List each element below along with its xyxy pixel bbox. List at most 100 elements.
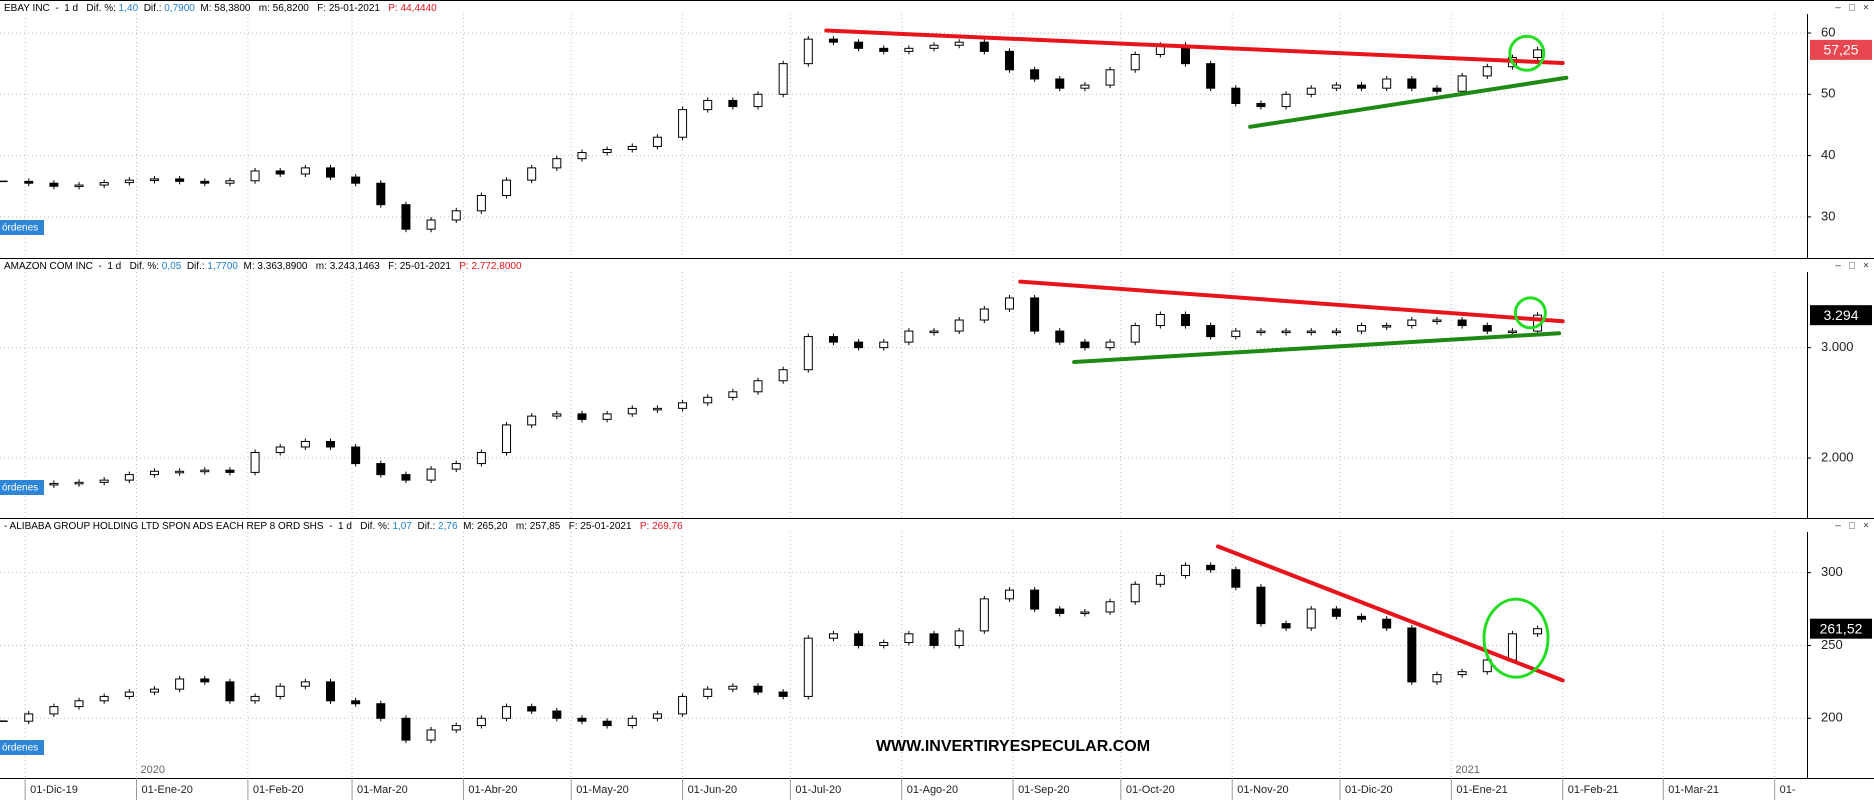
x-tick-label: 01-Jun-20 bbox=[688, 784, 738, 796]
candle bbox=[426, 219, 436, 230]
window-button[interactable]: × bbox=[1863, 521, 1869, 532]
candle bbox=[326, 167, 336, 178]
candle bbox=[552, 710, 562, 719]
candle bbox=[149, 688, 159, 693]
header-segment: P: 2.772,8000 bbox=[459, 261, 522, 272]
header-segment: 0,05 bbox=[162, 261, 182, 272]
candle bbox=[527, 415, 537, 426]
candle bbox=[678, 402, 688, 409]
candle bbox=[678, 109, 688, 138]
candle bbox=[703, 99, 713, 111]
header-segment: AMAZON COM INC - 1 d Dif. %: bbox=[4, 261, 162, 272]
candle bbox=[1507, 633, 1517, 661]
candle bbox=[1130, 325, 1140, 343]
candle bbox=[225, 180, 235, 184]
window-button[interactable]: □ bbox=[1849, 261, 1855, 272]
candle bbox=[351, 446, 361, 465]
header-segment: - ALIBABA GROUP HOLDING LTD SPON ADS EAC… bbox=[4, 521, 392, 532]
candle bbox=[275, 685, 285, 697]
x-tick-label: 01-Dic-20 bbox=[1345, 784, 1393, 796]
candle bbox=[602, 720, 612, 727]
candle bbox=[275, 170, 285, 175]
candle bbox=[124, 474, 134, 481]
panel-header-text: EBAY INC - 1 d Dif. %: 1,40 Dif.: 0,7900… bbox=[4, 3, 437, 14]
candle bbox=[476, 194, 486, 212]
year-label: 2021 bbox=[1455, 764, 1479, 776]
y-tick-label: 250 bbox=[1821, 637, 1843, 652]
candle bbox=[1533, 628, 1543, 635]
candle bbox=[1055, 608, 1065, 614]
candle bbox=[99, 479, 109, 483]
trend-line bbox=[1018, 279, 1565, 324]
candle bbox=[627, 145, 637, 150]
window-button[interactable]: □ bbox=[1849, 521, 1855, 532]
candle bbox=[728, 99, 738, 108]
trend-line bbox=[1248, 75, 1569, 129]
x-tick-label: 01-Ene-20 bbox=[142, 784, 193, 796]
candle bbox=[1231, 330, 1241, 338]
candle bbox=[1432, 674, 1442, 683]
candle bbox=[99, 695, 109, 702]
window-button[interactable]: × bbox=[1863, 3, 1869, 14]
candle bbox=[879, 642, 889, 646]
candle bbox=[426, 468, 436, 481]
candle bbox=[828, 336, 838, 343]
candle bbox=[250, 695, 260, 702]
candle bbox=[175, 470, 185, 474]
candle bbox=[1105, 69, 1115, 86]
candle bbox=[1306, 330, 1316, 334]
candle bbox=[1055, 330, 1065, 343]
window-button[interactable]: × bbox=[1863, 261, 1869, 272]
candle bbox=[351, 700, 361, 705]
candle bbox=[275, 446, 285, 454]
header-segment: 2,76 bbox=[438, 521, 458, 532]
candle bbox=[803, 38, 813, 65]
x-tick-label: 01-Dic-19 bbox=[30, 784, 78, 796]
candle bbox=[1231, 569, 1241, 588]
candle bbox=[854, 341, 864, 349]
candle bbox=[99, 182, 109, 186]
last-price-box bbox=[1810, 305, 1872, 326]
candle bbox=[502, 179, 512, 196]
candle bbox=[728, 685, 738, 690]
candle bbox=[175, 678, 185, 690]
window-button[interactable]: – bbox=[1835, 3, 1841, 14]
y-tick-label: 60 bbox=[1821, 24, 1835, 39]
candle bbox=[149, 470, 159, 476]
window-button[interactable]: – bbox=[1835, 521, 1841, 532]
last-price-label: 3.294 bbox=[1823, 307, 1858, 323]
x-tick-label: 01-Feb-20 bbox=[253, 784, 304, 796]
candle bbox=[879, 47, 889, 52]
last-price-box bbox=[1810, 39, 1872, 60]
candle bbox=[476, 717, 486, 727]
panel-header-text: - ALIBABA GROUP HOLDING LTD SPON ADS EAC… bbox=[4, 521, 683, 532]
candle bbox=[1507, 330, 1517, 334]
header-segment: M: 3.363,8900 m: 3.243,1463 F: 25-01-202… bbox=[238, 261, 459, 272]
candle bbox=[24, 713, 34, 722]
candle bbox=[954, 41, 964, 46]
candle bbox=[1306, 608, 1316, 629]
candle bbox=[225, 469, 235, 473]
candle bbox=[1256, 586, 1266, 625]
candle bbox=[1105, 341, 1115, 349]
highlight-circle bbox=[1482, 597, 1550, 679]
candle bbox=[1533, 49, 1543, 59]
x-tick-label: 01-Ene-21 bbox=[1456, 784, 1507, 796]
candle bbox=[1407, 78, 1417, 89]
x-tick-label: 01-Abr-20 bbox=[468, 784, 517, 796]
window-button[interactable]: □ bbox=[1849, 3, 1855, 14]
candle bbox=[49, 482, 59, 486]
highlight-circle bbox=[1508, 34, 1546, 72]
highlight-circle bbox=[1513, 296, 1547, 330]
candle bbox=[326, 440, 336, 448]
candle bbox=[652, 407, 662, 411]
x-tick-label: 01-Sep-20 bbox=[1018, 784, 1069, 796]
x-tick-label: 01-Ago-20 bbox=[907, 784, 958, 796]
candle bbox=[1306, 87, 1316, 95]
candle bbox=[300, 167, 310, 175]
last-price-label: 57,25 bbox=[1823, 42, 1858, 58]
candle bbox=[854, 633, 864, 646]
window-button[interactable]: – bbox=[1835, 261, 1841, 272]
